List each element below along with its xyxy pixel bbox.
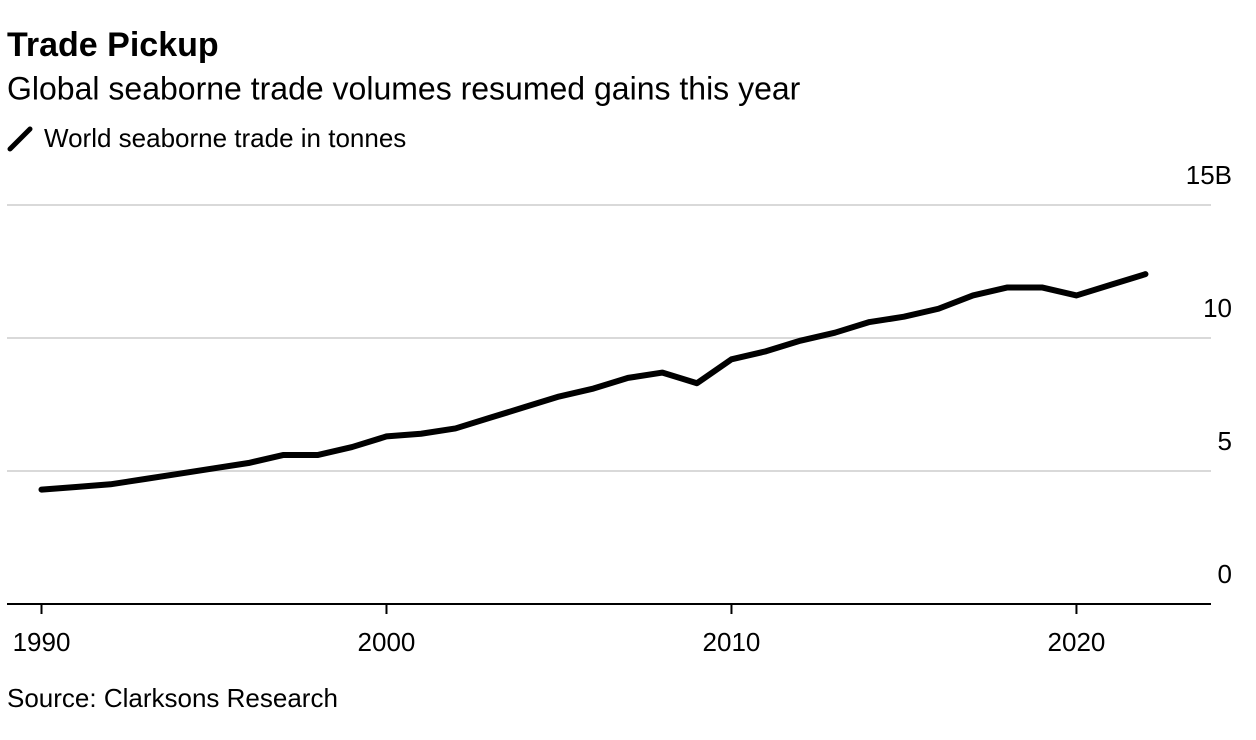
chart-title: Trade Pickup (7, 26, 219, 64)
y-tick-label: 0 (1218, 559, 1232, 589)
x-tick-label: 2020 (1048, 627, 1106, 657)
source: Source: Clarksons Research (7, 683, 338, 713)
legend-label: World seaborne trade in tonnes (44, 123, 406, 153)
chart-subtitle: Global seaborne trade volumes resumed ga… (7, 70, 801, 106)
y-tick-label: 15B (1186, 160, 1232, 190)
x-tick-label: 1990 (13, 627, 71, 657)
x-tick-label: 2010 (703, 627, 761, 657)
y-tick-label: 10 (1203, 293, 1232, 323)
y-tick-label: 5 (1218, 426, 1232, 456)
x-tick-label: 2000 (358, 627, 416, 657)
legend-swatch (7, 126, 33, 152)
series-line (38, 271, 1149, 493)
